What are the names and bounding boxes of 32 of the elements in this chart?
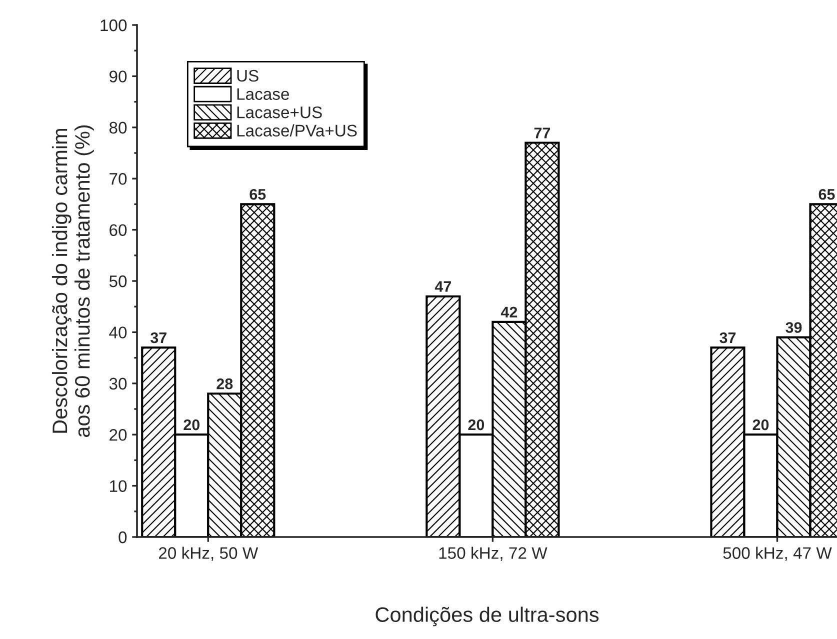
- y-tick-label: 100: [100, 19, 127, 32]
- data-label: 39: [786, 322, 802, 333]
- data-label: 20: [184, 419, 200, 430]
- y-tick-label: 80: [109, 122, 127, 134]
- y-tick-label: 20: [110, 429, 127, 441]
- x-tick-label: 500 kHz, 47 W: [723, 546, 832, 561]
- x-axis-title: Condições de ultra-sons: [376, 606, 599, 626]
- data-label: 65: [250, 188, 266, 200]
- y-tick-label: 90: [110, 70, 127, 82]
- data-label: 65: [818, 188, 835, 200]
- y-tick-label: 0: [118, 531, 127, 544]
- legend-label: Lacase: [237, 88, 290, 100]
- data-label: 37: [720, 332, 736, 344]
- data-label: 20: [752, 419, 769, 430]
- data-label: 47: [434, 281, 452, 292]
- legend-label: US: [237, 70, 258, 82]
- legend-label: Lacase+US: [237, 106, 322, 118]
- data-label: 77: [534, 128, 550, 138]
- data-label: 28: [216, 378, 233, 390]
- legend-label: Lacase/PVa+US: [237, 124, 357, 137]
- y-tick-label: 50: [109, 275, 127, 288]
- y-axis-title: Descolorização do indigo carmim aos 60 minutos de tratamento (%): [52, 125, 94, 438]
- data-label: 42: [500, 306, 518, 318]
- x-tick-label: 150 kHz, 72 W: [439, 546, 548, 561]
- data-label: 37: [150, 332, 166, 344]
- x-tick-label: 20 kHz, 50 W: [158, 546, 258, 561]
- data-label: 20: [468, 419, 484, 430]
- y-tick-label: 10: [110, 480, 127, 492]
- y-tick-label: 70: [110, 173, 127, 185]
- y-tick-label: 40: [109, 326, 127, 338]
- y-tick-label: 60: [110, 224, 127, 236]
- y-tick-label: 30: [109, 378, 127, 390]
